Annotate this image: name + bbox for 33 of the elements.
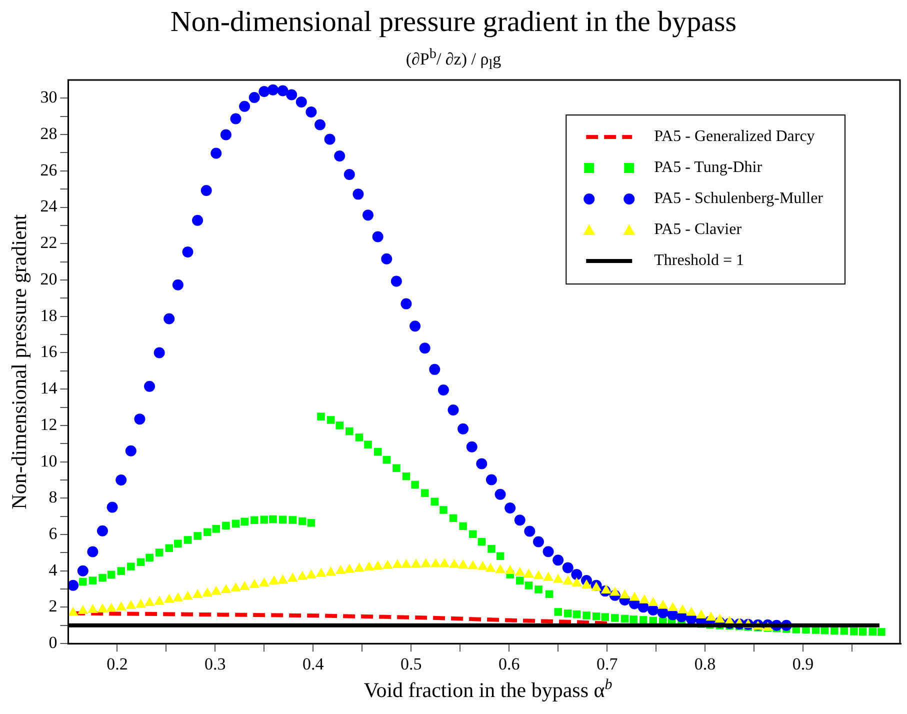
y-tick-label: 16: [40, 342, 58, 362]
x-tick-label: 0.5: [400, 654, 422, 674]
y-axis-title: Non-dimensional pressure gradient: [7, 214, 32, 510]
y-tick-label: 14: [40, 378, 58, 398]
x-tick-label: 0.6: [498, 654, 520, 674]
y-tick-label: 18: [40, 306, 58, 325]
legend-label: Threshold = 1: [654, 252, 744, 270]
y-tick-label: 22: [40, 233, 58, 252]
y-tick-label: 30: [40, 88, 58, 107]
y-tick-label: 10: [40, 451, 58, 470]
x-tick-label: 0.4: [302, 654, 324, 674]
legend-label: PA5 - Schulenberg-Muller: [654, 190, 824, 208]
y-tick-label: 26: [40, 160, 58, 180]
chart-subtitle: (∂P$^{b}$/ ∂z) / ρ$_{l}$g: [404, 46, 502, 74]
y-tick-label: 0: [48, 633, 58, 652]
y-tick-label: 8: [48, 488, 58, 507]
y-tick-label: 24: [40, 196, 58, 216]
y-tick-label: 6: [48, 524, 58, 543]
y-tick-label: 28: [40, 124, 58, 144]
y-tick-label: 20: [40, 269, 58, 288]
y-tick-label: 12: [40, 414, 58, 434]
x-tick-label: 0.7: [596, 654, 618, 674]
x-tick-label: 0.2: [106, 654, 128, 674]
chart-title: Non-dimensional pressure gradient in the bypass: [169, 6, 738, 39]
legend-label: PA5 - Tung-Dhir: [654, 159, 763, 176]
legend-label: PA5 - Generalized Darcy: [654, 128, 815, 146]
x-tick-label: 0.3: [204, 654, 226, 674]
legend-label: PA5 - Clavier: [654, 221, 742, 238]
x-axis-title: Void fraction in the bypass α$^{b}$: [362, 677, 614, 703]
y-tick-label: 2: [48, 596, 58, 616]
y-tick-label: 4: [48, 560, 58, 580]
x-tick-label: 0.8: [694, 654, 716, 674]
x-tick-label: 0.9: [792, 654, 814, 674]
